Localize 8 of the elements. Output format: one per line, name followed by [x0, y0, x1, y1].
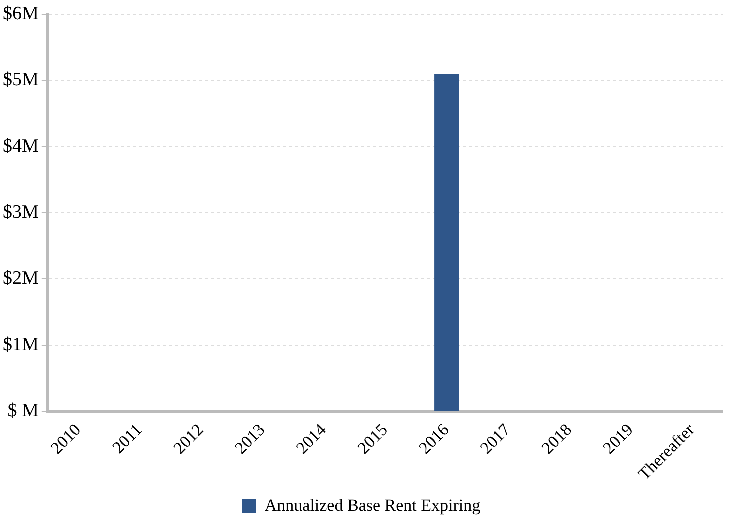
y-tick-label: $4M	[2, 136, 39, 157]
y-tick-label: $1M	[2, 334, 39, 356]
y-tick-label: $2M	[2, 268, 39, 290]
y-tick-label: $5M	[2, 70, 39, 91]
legend-label: Annualized Base Rent Expiring	[264, 496, 482, 515]
y-tick-label: $6M	[2, 3, 39, 24]
y-tick-label: $ M	[8, 400, 39, 422]
y-tick-label: $3M	[2, 202, 39, 223]
